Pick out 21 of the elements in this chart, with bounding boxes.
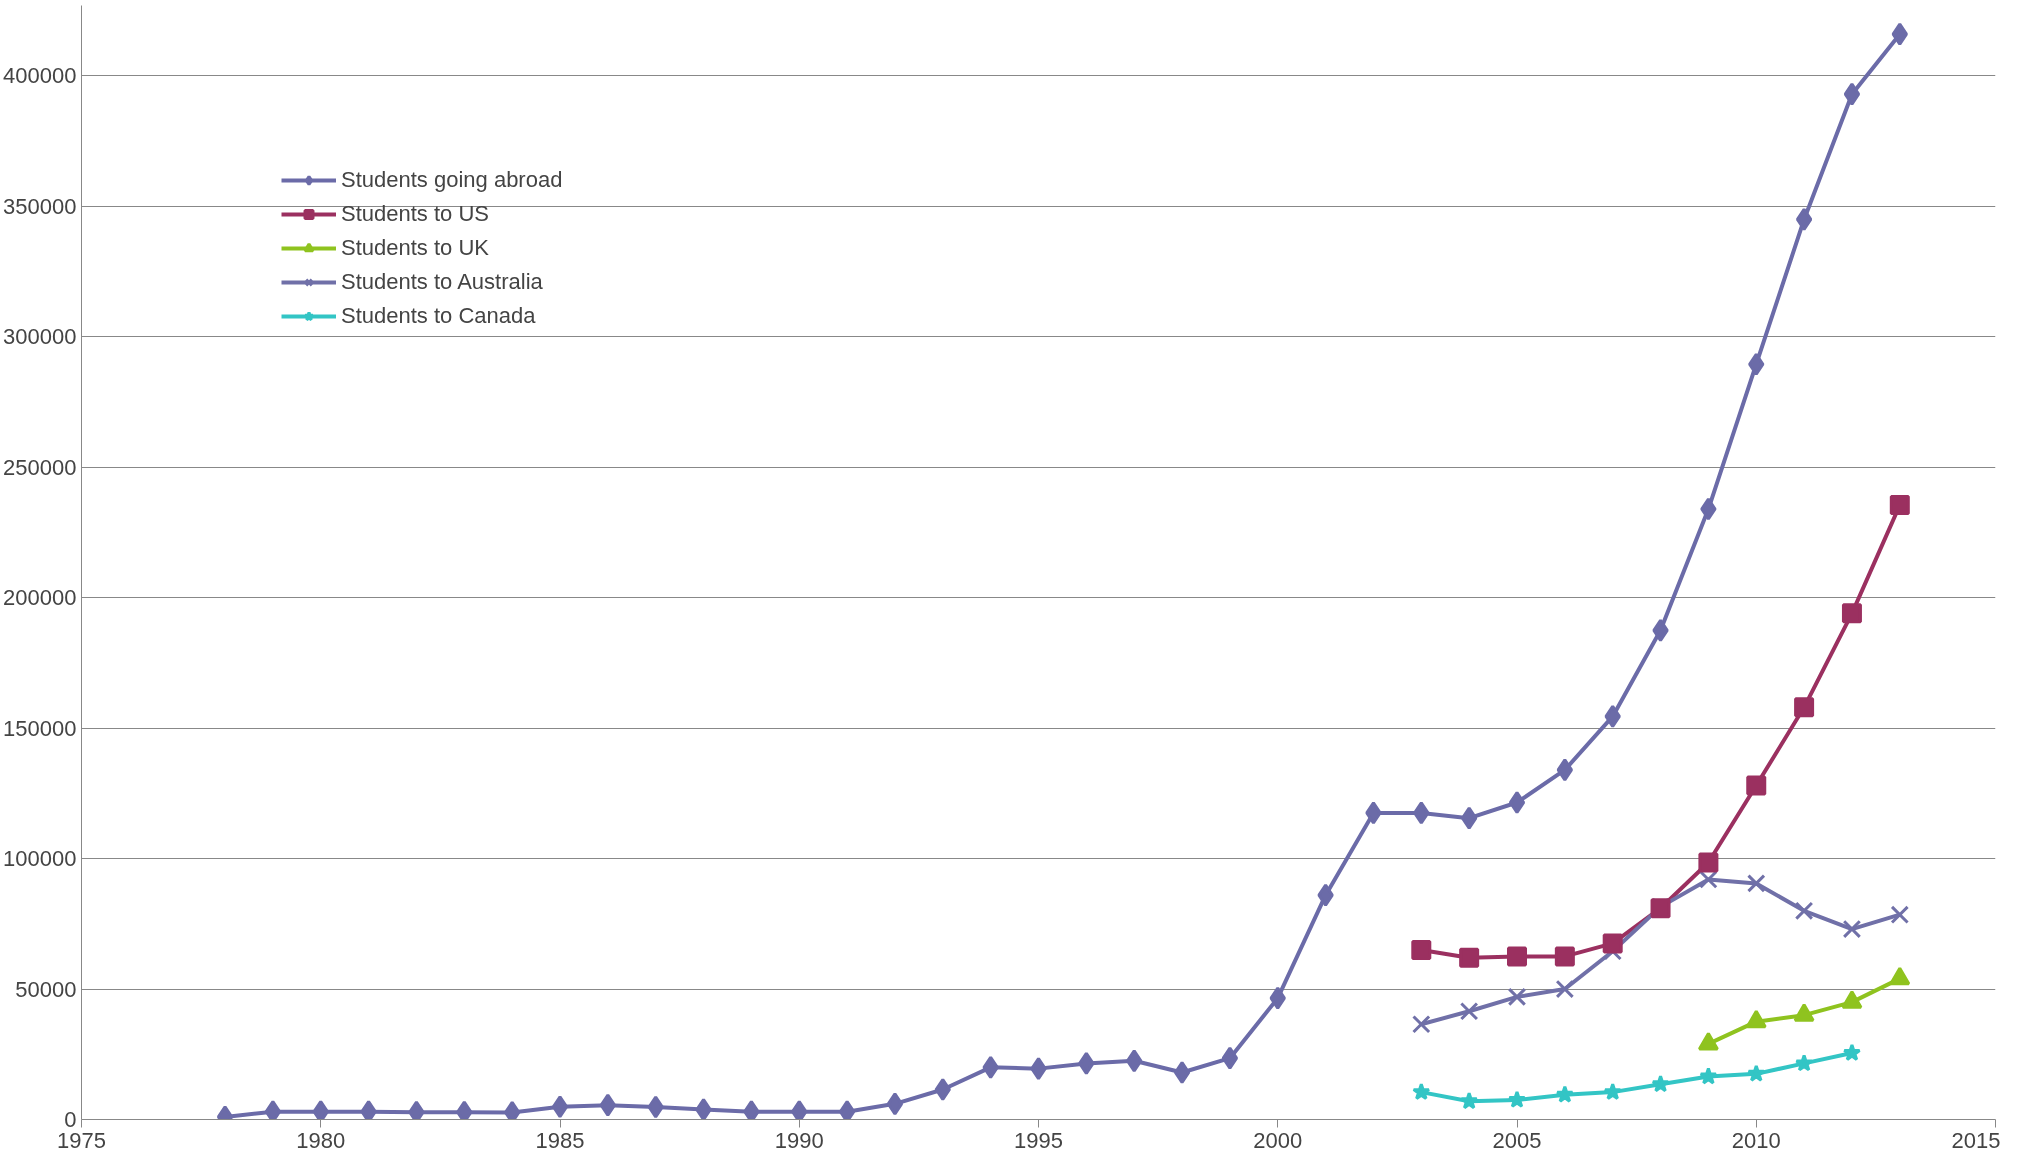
x-tick-label: 1995 <box>1014 1127 1063 1153</box>
y-tick-label: 200000 <box>3 585 77 611</box>
x-tick-label: 2005 <box>1492 1127 1542 1153</box>
legend-label: Students to Canada <box>341 303 536 329</box>
legend-label: Students to UK <box>341 235 489 261</box>
y-tick-label: 350000 <box>3 193 77 219</box>
y-tick-label: 400000 <box>3 63 77 89</box>
y-tick-label: 300000 <box>3 324 77 350</box>
x-tick-label: 2000 <box>1253 1127 1303 1153</box>
x-tick-label: 1985 <box>535 1127 585 1153</box>
y-tick-label: 250000 <box>3 454 77 480</box>
legend-label: Students to US <box>341 201 489 227</box>
x-tick-label: 1980 <box>296 1127 346 1153</box>
y-tick-label: 150000 <box>3 715 77 741</box>
x-tick-label: 2010 <box>1731 1127 1781 1153</box>
x-tick-label: 2015 <box>1951 1127 2001 1153</box>
legend-label: Students going abroad <box>341 167 563 193</box>
y-tick-label: 100000 <box>3 846 77 872</box>
legend-label: Students to Australia <box>341 269 543 295</box>
y-tick-label: 50000 <box>15 976 77 1002</box>
x-tick-label: 1990 <box>774 1127 824 1153</box>
